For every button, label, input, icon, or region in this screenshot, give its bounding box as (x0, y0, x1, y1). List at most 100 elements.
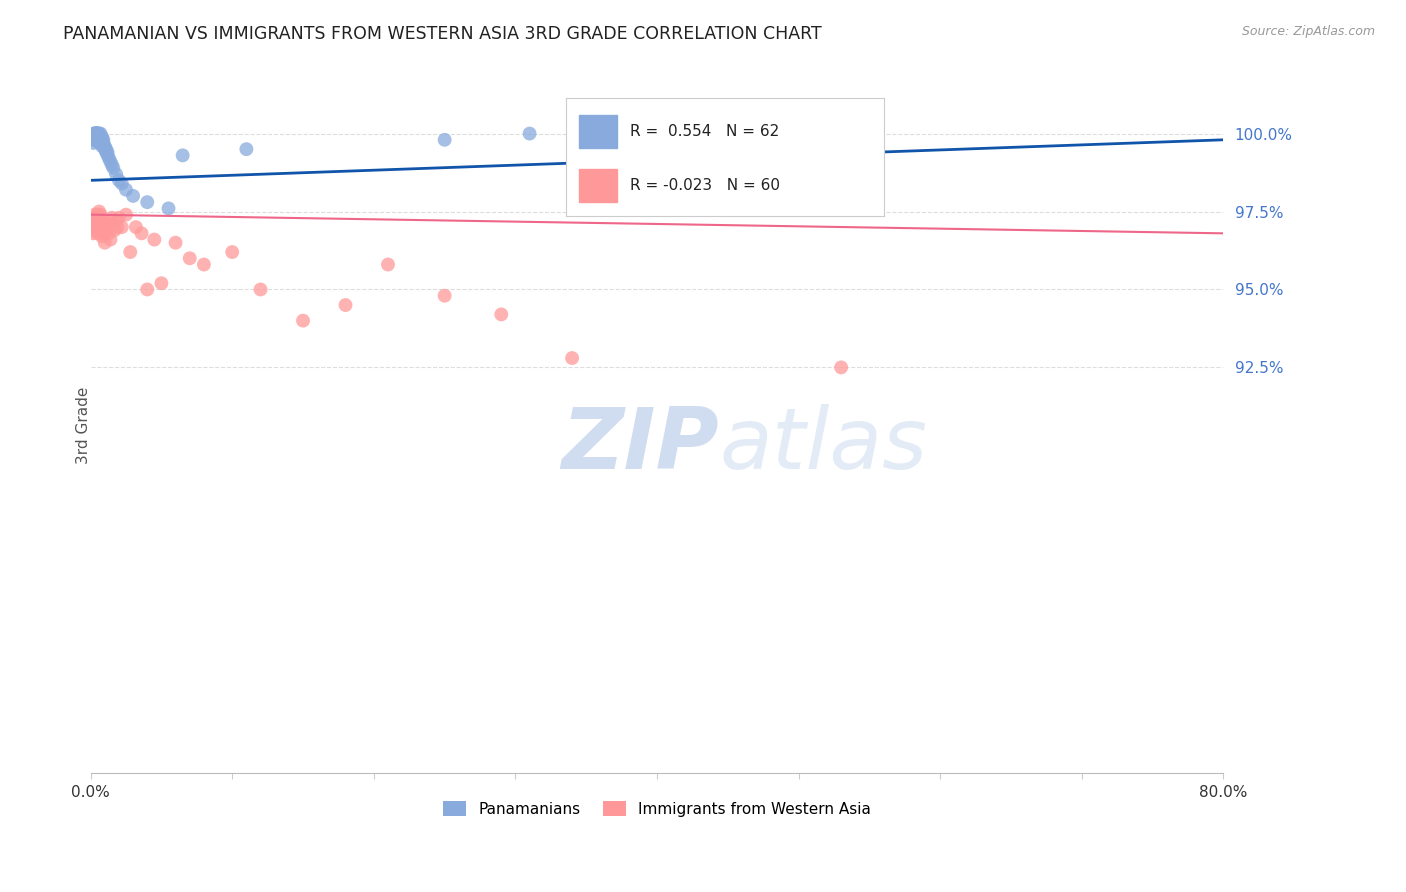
Point (91, 136, 114, 150)
Point (96, 217, 118, 231)
Point (86, 214, 108, 228)
Point (115, 183, 138, 197)
Point (86, 127, 108, 141)
Point (150, 277, 173, 291)
Point (80, 211, 103, 225)
Point (377, 258, 399, 272)
Point (82, 227, 104, 241)
Point (172, 148, 194, 162)
Point (93, 220, 115, 235)
Point (830, 360, 852, 375)
Point (105, 167, 128, 181)
Point (94, 139, 117, 153)
Point (125, 220, 148, 235)
Point (86, 127, 108, 141)
Point (122, 189, 145, 203)
Point (235, 142, 257, 156)
Point (98, 227, 121, 241)
Point (157, 202, 180, 216)
Point (115, 208, 138, 222)
Point (111, 177, 134, 191)
Point (84, 127, 107, 141)
Point (249, 283, 271, 297)
Point (97, 220, 120, 235)
Point (86, 220, 108, 235)
Point (96, 145, 118, 160)
Point (105, 214, 128, 228)
Point (89, 136, 111, 150)
Point (86, 208, 108, 222)
Point (87, 133, 110, 147)
Point (84, 127, 107, 141)
Point (84, 129, 107, 144)
Point (83, 133, 105, 147)
Point (82, 136, 104, 150)
Point (193, 258, 215, 272)
Point (87, 129, 110, 144)
Y-axis label: 3rd Grade: 3rd Grade (76, 386, 91, 464)
Point (136, 283, 159, 297)
Point (89, 127, 111, 141)
Point (731, 139, 754, 153)
Point (108, 211, 131, 225)
Point (94, 235, 117, 250)
Point (101, 211, 124, 225)
Point (87, 204, 110, 219)
Point (433, 288, 456, 302)
Point (84, 217, 107, 231)
Point (561, 351, 583, 365)
Text: Source: ZipAtlas.com: Source: ZipAtlas.com (1241, 25, 1375, 38)
Text: ZIP: ZIP (561, 404, 718, 487)
Point (94, 142, 117, 156)
Point (108, 173, 131, 187)
Point (89, 208, 111, 222)
Point (136, 195, 159, 210)
Point (97, 148, 120, 162)
Point (83, 127, 105, 141)
Point (143, 233, 166, 247)
Point (104, 223, 127, 237)
Point (100, 154, 122, 169)
Point (86, 133, 108, 147)
Point (86, 129, 108, 144)
Point (89, 133, 111, 147)
Point (83, 220, 105, 235)
Point (80, 129, 103, 144)
Point (84, 127, 107, 141)
Point (83, 127, 105, 141)
Point (107, 220, 129, 235)
Point (86, 127, 108, 141)
Point (91, 223, 114, 237)
Point (86, 127, 108, 141)
Point (89, 214, 111, 228)
Point (433, 133, 456, 147)
Point (96, 142, 118, 156)
Point (97, 145, 120, 160)
Point (84, 127, 107, 141)
Point (617, 136, 640, 150)
Point (84, 127, 107, 141)
Point (87, 136, 110, 150)
Point (82, 127, 104, 141)
Point (91, 129, 114, 144)
Point (100, 233, 122, 247)
Point (91, 139, 114, 153)
Point (519, 127, 541, 141)
Point (96, 223, 118, 237)
Text: atlas: atlas (720, 404, 928, 487)
Point (103, 161, 125, 175)
Point (91, 217, 114, 231)
Point (80, 217, 103, 231)
Point (335, 298, 357, 312)
Point (101, 158, 124, 172)
Point (91, 133, 114, 147)
Point (91, 229, 114, 244)
Point (292, 313, 315, 327)
Point (83, 127, 105, 141)
Point (82, 214, 104, 228)
Text: PANAMANIAN VS IMMIGRANTS FROM WESTERN ASIA 3RD GRADE CORRELATION CHART: PANAMANIAN VS IMMIGRANTS FROM WESTERN AS… (63, 25, 823, 43)
Point (84, 133, 107, 147)
Point (83, 129, 105, 144)
Point (93, 227, 115, 241)
Point (86, 227, 108, 241)
